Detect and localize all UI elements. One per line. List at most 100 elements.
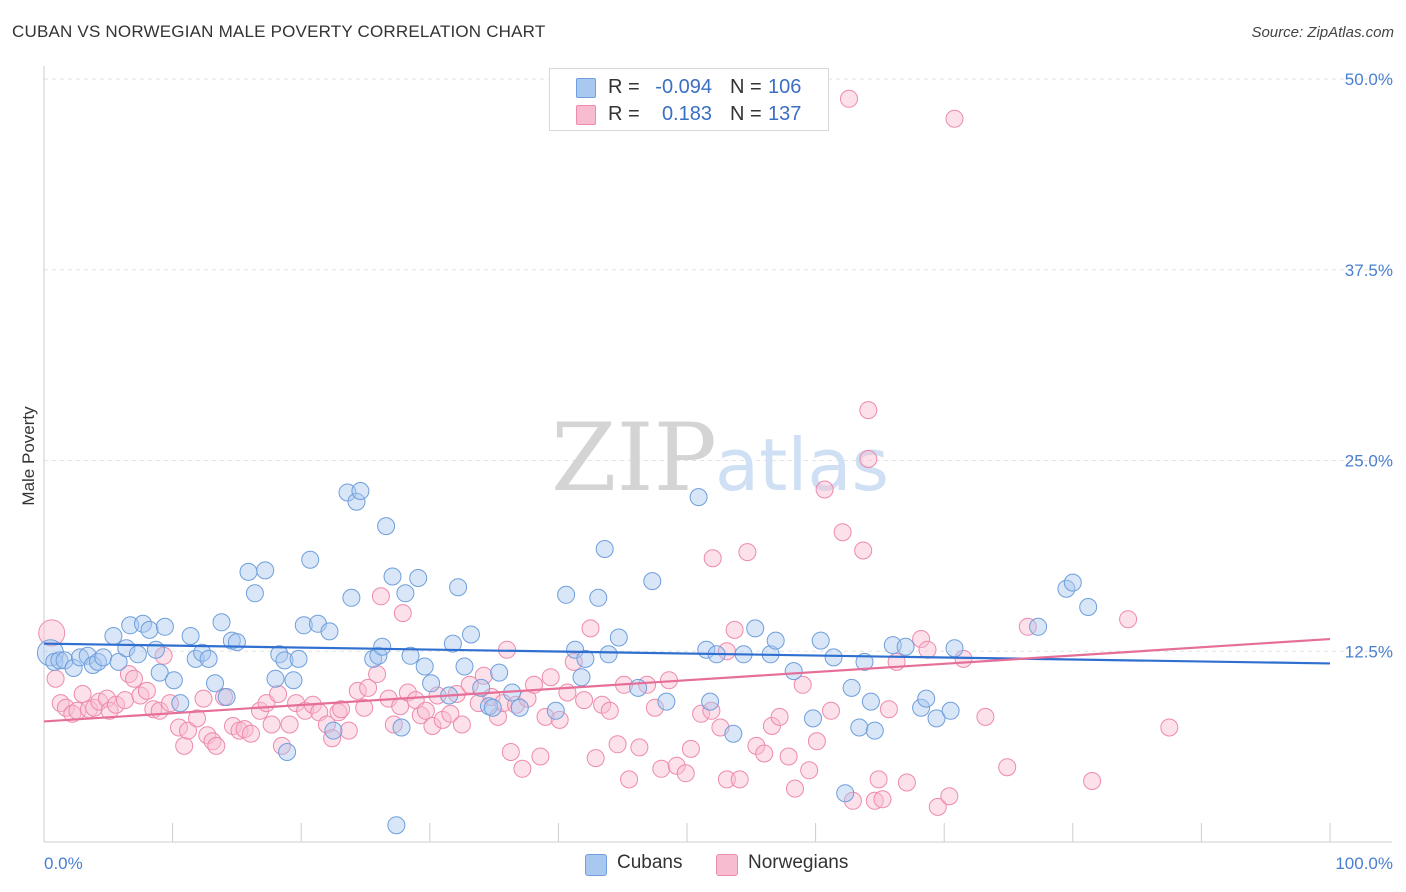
data-point <box>85 698 104 717</box>
chart-title: CUBAN VS NORWEGIAN MALE POVERTY CORRELAT… <box>12 22 546 41</box>
bottom-swatch-cubans <box>585 854 607 876</box>
data-point <box>443 634 462 653</box>
data-point <box>46 669 65 688</box>
data-point <box>373 637 392 656</box>
data-point <box>368 665 387 684</box>
data-point <box>645 698 664 717</box>
data-point <box>377 517 396 536</box>
axes <box>43 66 1392 843</box>
data-point <box>912 698 931 717</box>
x-tick-label: 0.0% <box>44 854 83 873</box>
data-point <box>155 617 174 636</box>
data-point <box>1018 617 1037 636</box>
data-point <box>850 718 869 737</box>
data-point <box>746 619 765 638</box>
data-point <box>840 89 858 108</box>
data-point <box>194 689 213 708</box>
legend: R = -0.094 N = 106 R = 0.183 N = 137 <box>549 68 829 131</box>
data-point <box>747 736 766 755</box>
data-point <box>918 640 937 659</box>
y-tick-label: 12.5% <box>1345 642 1393 661</box>
data-point <box>161 694 179 713</box>
data-point <box>396 584 415 603</box>
data-point <box>364 649 383 668</box>
data-point <box>1079 598 1098 616</box>
data-point <box>278 743 297 761</box>
data-point <box>513 759 532 778</box>
data-point <box>245 584 264 603</box>
y-tick-label: 50.0% <box>1345 70 1393 89</box>
data-point <box>38 619 66 647</box>
data-point <box>371 587 390 606</box>
data-point <box>199 649 218 668</box>
legend-r-value: 0.183 <box>661 103 712 125</box>
data-point <box>501 743 520 761</box>
data-point <box>541 668 560 687</box>
data-point <box>73 685 92 703</box>
data-point <box>332 700 351 719</box>
data-point <box>676 764 695 783</box>
data-point <box>822 701 840 720</box>
data-point <box>557 585 576 604</box>
data-point <box>348 681 367 700</box>
data-point <box>917 689 936 708</box>
data-point <box>824 648 843 667</box>
data-point <box>842 678 861 697</box>
data-point <box>175 736 194 755</box>
data-point <box>347 492 366 511</box>
data-point <box>755 744 774 763</box>
data-point <box>869 770 888 789</box>
data-point <box>941 701 960 720</box>
y-tick-label: 37.5% <box>1345 261 1393 280</box>
watermark-zip: ZIP <box>551 404 717 513</box>
data-point <box>896 637 915 656</box>
data-point <box>599 645 618 664</box>
data-point <box>815 480 834 499</box>
data-point <box>128 645 147 664</box>
data-point <box>342 588 361 607</box>
data-point <box>164 671 183 690</box>
data-point <box>275 651 294 670</box>
legend-row-cubans: R = -0.094 N = 106 <box>550 74 828 101</box>
data-point <box>1029 617 1048 636</box>
data-point <box>717 770 736 789</box>
data-point <box>643 572 662 591</box>
data-point <box>104 627 123 645</box>
legend-row-norwegians: R = 0.183 N = 137 <box>550 101 828 128</box>
y-tick-label: 25.0% <box>1345 452 1393 471</box>
legend-n-value: 106 <box>768 76 802 98</box>
data-point <box>976 707 995 726</box>
data-point <box>323 729 342 748</box>
data-point <box>355 698 374 717</box>
data-point <box>873 790 892 809</box>
data-point <box>586 749 605 768</box>
trend-line-norwegians <box>43 637 1331 723</box>
data-point <box>609 628 628 647</box>
data-point <box>807 732 826 751</box>
data-point <box>235 720 254 739</box>
data-point <box>879 700 898 719</box>
data-point <box>224 717 242 735</box>
watermark-atlas: atlas <box>715 423 889 507</box>
data-point <box>681 739 700 758</box>
data-point <box>940 787 959 806</box>
data-point <box>657 692 676 711</box>
data-point <box>179 721 197 740</box>
bottom-swatch-norwegians <box>716 854 738 876</box>
data-point <box>667 756 686 775</box>
data-point <box>280 715 299 734</box>
cubans-points <box>36 482 1098 835</box>
data-point <box>928 797 947 816</box>
legend-r-value: -0.094 <box>655 76 712 98</box>
data-point <box>859 450 878 468</box>
data-point <box>581 619 600 638</box>
data-point <box>800 761 819 780</box>
bottom-label-norwegians: Norwegians <box>748 852 849 873</box>
data-point <box>269 685 288 703</box>
data-point <box>945 639 964 658</box>
data-point <box>784 662 803 681</box>
data-point <box>927 709 946 728</box>
data-point <box>207 736 226 755</box>
data-point <box>854 541 873 560</box>
